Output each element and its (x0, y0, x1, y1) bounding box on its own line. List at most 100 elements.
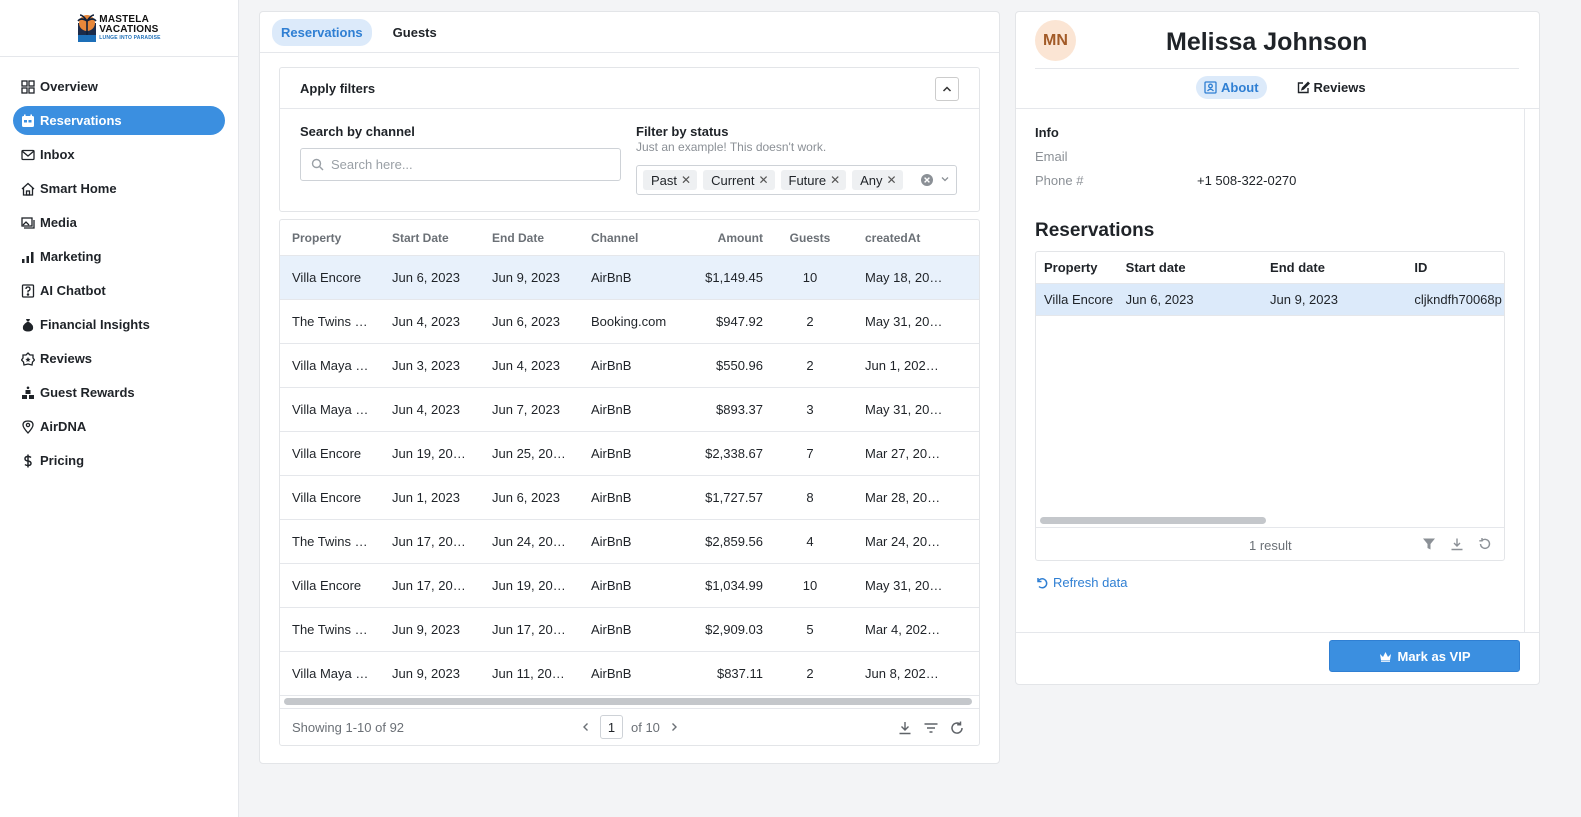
column-header-end-date[interactable]: End Date (492, 230, 545, 245)
divider (1016, 632, 1539, 633)
column-header-property[interactable]: Property (1044, 260, 1098, 275)
table-row[interactable]: Villa Encore Jun 6, 2023 Jun 9, 2023 clj… (1036, 284, 1504, 316)
cell-end-date: Jun 24, 20… (492, 534, 566, 549)
column-header-end-date[interactable]: End date (1270, 260, 1325, 275)
table-row[interactable]: The Twins … Jun 17, 20… Jun 24, 20… AirB… (280, 520, 979, 564)
cell-channel: AirBnB (591, 666, 632, 681)
cell-end-date: Jun 4, 2023 (492, 358, 560, 373)
download-icon[interactable] (1450, 537, 1464, 551)
brand-line2: VACATIONS (99, 24, 159, 35)
divider (1035, 68, 1519, 69)
column-header-created-at[interactable]: createdAt (865, 230, 921, 245)
sidebar-item-media[interactable]: Media (13, 208, 225, 237)
sidebar: MASTELA VACATIONS LUNGE INTO PARADISE Ov… (0, 0, 239, 817)
column-header-property[interactable]: Property (292, 230, 342, 245)
table-row[interactable]: Villa Encore Jun 17, 20… Jun 19, 20… Air… (280, 564, 979, 608)
brand-logo[interactable]: MASTELA VACATIONS LUNGE INTO PARADISE (0, 0, 238, 57)
clear-icon[interactable] (920, 173, 934, 187)
page-total: of 10 (631, 719, 660, 735)
filter-icon[interactable] (1422, 537, 1436, 551)
remove-chip-icon[interactable]: ✕ (830, 173, 841, 187)
sidebar-item-label: Inbox (40, 147, 75, 162)
column-header-start-date[interactable]: Start Date (392, 230, 449, 245)
phone-label: Phone # (1035, 173, 1084, 188)
collapse-filters-button[interactable] (935, 77, 959, 101)
tab-reservations[interactable]: Reservations (272, 18, 372, 46)
column-header-guests[interactable]: Guests (789, 230, 831, 245)
detail-tabs: About Reviews (1196, 76, 1374, 99)
location-pin-icon (22, 419, 34, 434)
page-number-input[interactable]: 1 (600, 715, 623, 739)
tab-about[interactable]: About (1196, 76, 1267, 99)
status-chip-current[interactable]: Current ✕ (703, 170, 775, 190)
money-bag-icon (22, 318, 34, 331)
cell-created-at: Mar 24, 20… (865, 534, 941, 549)
refresh-icon[interactable] (949, 720, 965, 736)
sidebar-item-guest-rewards[interactable]: Guest Rewards (13, 378, 225, 407)
table-row[interactable]: Villa Encore Jun 6, 2023 Jun 9, 2023 Air… (280, 256, 979, 300)
table-row[interactable]: Villa Encore Jun 19, 20… Jun 25, 20… Air… (280, 432, 979, 476)
chevron-right-icon[interactable] (668, 721, 680, 733)
cell-created-at: Jun 1, 202… (865, 358, 939, 373)
table-row[interactable]: Villa Maya … Jun 4, 2023 Jun 7, 2023 Air… (280, 388, 979, 432)
sidebar-item-airdna[interactable]: AirDNA (13, 412, 225, 441)
table-row[interactable]: Villa Maya … Jun 9, 2023 Jun 11, 20… Air… (280, 652, 979, 696)
remove-chip-icon[interactable]: ✕ (886, 173, 897, 187)
search-input[interactable] (331, 157, 611, 172)
search-channel-field[interactable] (300, 148, 621, 181)
remove-chip-icon[interactable]: ✕ (758, 173, 769, 187)
reservations-table: Property Start Date End Date Channel Amo… (279, 219, 980, 746)
cell-created-at: Mar 27, 20… (865, 446, 941, 461)
column-header-amount[interactable]: Amount (717, 230, 763, 245)
cell-created-at: May 31, 20… (865, 578, 943, 593)
sidebar-item-inbox[interactable]: Inbox (13, 140, 225, 169)
refresh-data-link[interactable]: Refresh data (1035, 575, 1127, 590)
cell-start-date: Jun 19, 20… (392, 446, 466, 461)
column-header-id[interactable]: ID (1414, 260, 1428, 275)
status-chip-any[interactable]: Any ✕ (852, 170, 903, 190)
filter-lines-icon[interactable] (923, 720, 939, 736)
mark-as-vip-button[interactable]: Mark as VIP (1329, 640, 1520, 672)
status-chip-future[interactable]: Future ✕ (780, 170, 847, 190)
table-row[interactable]: The Twins … Jun 9, 2023 Jun 17, 20… AirB… (280, 608, 979, 652)
sidebar-item-overview[interactable]: Overview (13, 72, 225, 101)
chevron-left-icon[interactable] (580, 721, 592, 733)
table-row[interactable]: Villa Encore Jun 1, 2023 Jun 6, 2023 Air… (280, 476, 979, 520)
sidebar-item-marketing[interactable]: Marketing (13, 242, 225, 271)
sidebar-item-financial-insights[interactable]: Financial Insights (13, 310, 225, 339)
sidebar-item-label: Reviews (40, 351, 93, 366)
refresh-label: Refresh data (1053, 575, 1128, 590)
cell-channel: AirBnB (591, 534, 632, 549)
sidebar-item-reviews[interactable]: Reviews (13, 344, 225, 373)
table-row[interactable]: Villa Maya … Jun 3, 2023 Jun 4, 2023 Air… (280, 344, 979, 388)
reset-icon[interactable] (1478, 537, 1492, 551)
sidebar-item-ai-chatbot[interactable]: AI Chatbot (13, 276, 225, 305)
avatar: MN (1035, 20, 1076, 61)
sidebar-item-pricing[interactable]: Pricing (13, 446, 225, 475)
grid-icon (21, 79, 35, 94)
tab-reviews[interactable]: Reviews (1289, 76, 1374, 99)
chevron-down-icon[interactable] (940, 174, 950, 184)
status-multiselect[interactable]: Past ✕ Current ✕ Future ✕ Any ✕ (636, 165, 957, 195)
cell-channel: AirBnB (591, 490, 632, 505)
status-chip-past[interactable]: Past ✕ (643, 170, 698, 190)
table-header: Property Start Date End Date Channel Amo… (280, 220, 979, 256)
sidebar-item-reservations[interactable]: Reservations (13, 106, 225, 135)
table-row[interactable]: The Twins … Jun 4, 2023 Jun 6, 2023 Book… (280, 300, 979, 344)
divider (1016, 108, 1539, 109)
horizontal-scrollbar[interactable] (284, 698, 972, 705)
column-header-channel[interactable]: Channel (591, 230, 639, 245)
download-icon[interactable] (897, 720, 913, 736)
cell-end-date: Jun 25, 20… (492, 446, 566, 461)
cell-channel: AirBnB (591, 622, 632, 637)
sidebar-item-smart-home[interactable]: Smart Home (13, 174, 225, 203)
cell-channel: AirBnB (591, 446, 632, 461)
cell-guests: 5 (806, 622, 814, 637)
horizontal-scrollbar[interactable] (1040, 517, 1266, 524)
vertical-scrollbar[interactable] (1524, 109, 1525, 632)
tab-guests[interactable]: Guests (392, 24, 437, 40)
cell-created-at: Mar 28, 20… (865, 490, 941, 505)
column-header-start-date[interactable]: Start date (1125, 260, 1186, 275)
cell-start-date: Jun 4, 2023 (392, 314, 460, 329)
remove-chip-icon[interactable]: ✕ (681, 173, 692, 187)
